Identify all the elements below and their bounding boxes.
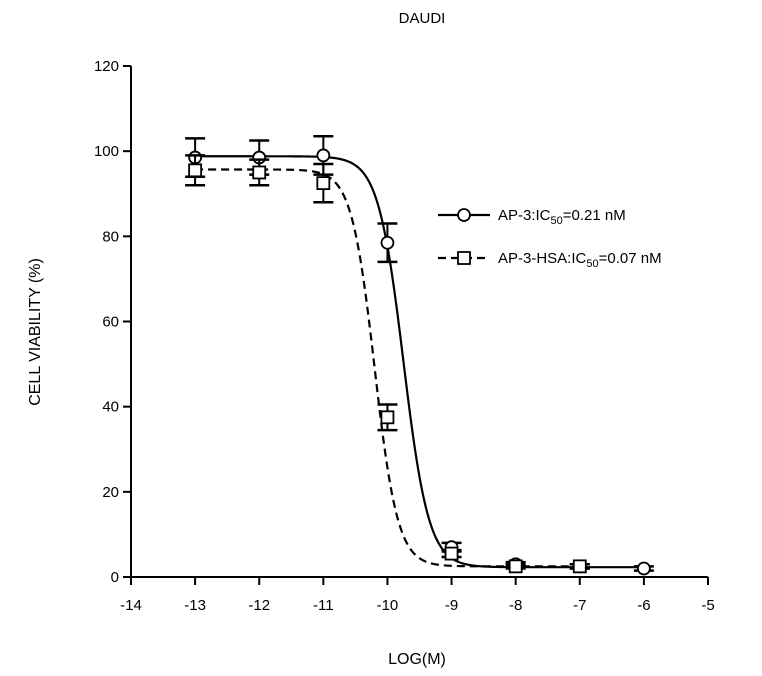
legend-entry-series-2: AP-3-HSA:IC50=0.07 nM (438, 250, 662, 270)
data-point-series-2 (569, 559, 590, 574)
circle-marker (636, 561, 651, 576)
x-axis-label: LOG(M) (388, 651, 446, 668)
square-marker (508, 559, 523, 574)
x-tick-label: -12 (248, 597, 270, 614)
x-tick-label: -7 (573, 597, 586, 614)
data-point-series-2 (249, 158, 270, 187)
fit-curve-series-1 (195, 155, 644, 569)
legend: AP-3:IC50=0.21 nM AP-3-HSA:IC50=0.07 nM (438, 207, 662, 270)
y-tick-label: 80 (102, 228, 119, 245)
circle-marker (380, 235, 395, 250)
legend-label: AP-3:IC50=0.21 nM (498, 207, 626, 227)
square-marker (188, 163, 203, 178)
y-tick-label: 40 (102, 399, 119, 416)
square-marker (444, 546, 459, 561)
data-point-series-1 (377, 222, 398, 264)
y-tick-label: 20 (102, 484, 119, 501)
square-marker (252, 165, 267, 180)
data-point-series-1 (633, 561, 654, 576)
y-tick-label: 60 (102, 314, 119, 331)
data-points (185, 135, 654, 576)
x-tick-label: -9 (445, 597, 458, 614)
circle-marker (316, 148, 331, 163)
x-tick-label: -10 (377, 597, 399, 614)
x-tick-label: -8 (509, 597, 522, 614)
legend-label: AP-3-HSA:IC50=0.07 nM (498, 250, 662, 270)
legend-square-marker (457, 251, 471, 265)
y-tick-label: 120 (94, 58, 119, 75)
y-tick-label: 100 (94, 143, 119, 160)
square-marker (380, 410, 395, 425)
square-marker (316, 176, 331, 191)
chart-title: DAUDI (399, 10, 446, 27)
x-tick-label: -6 (637, 597, 650, 614)
y-tick-label: 0 (111, 569, 119, 586)
data-point-series-2 (441, 546, 462, 561)
x-tick-label: -11 (313, 597, 334, 614)
data-point-series-2 (505, 559, 526, 574)
legend-entry-series-1: AP-3:IC50=0.21 nM (438, 207, 626, 227)
x-tick-label: -13 (184, 597, 206, 614)
legend-circle-marker (457, 208, 471, 222)
data-point-series-2 (185, 154, 206, 187)
axes: 0 20 40 60 80 100 120 -14 -13 -12 -11 -10 -9 -8 -7 -6 -5 (94, 58, 715, 614)
data-point-series-2 (377, 403, 398, 432)
data-point-series-2 (313, 162, 334, 204)
square-marker (572, 559, 587, 574)
y-axis-label: CELL VIABILITY (%) (27, 258, 44, 406)
x-tick-label: -14 (120, 597, 142, 614)
x-tick-label: -5 (701, 597, 714, 614)
